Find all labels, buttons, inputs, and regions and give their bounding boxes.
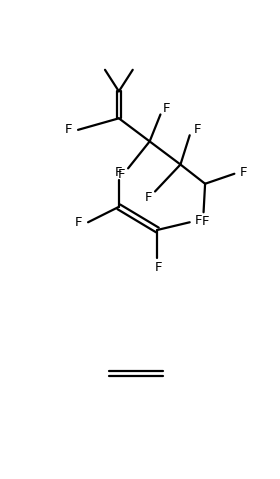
Text: F: F — [194, 123, 201, 136]
Text: F: F — [115, 166, 123, 179]
Text: F: F — [201, 215, 209, 228]
Text: F: F — [75, 216, 83, 229]
Text: F: F — [65, 124, 73, 137]
Text: F: F — [155, 261, 163, 274]
Text: F: F — [163, 102, 170, 115]
Text: F: F — [145, 191, 153, 204]
Text: F: F — [240, 166, 247, 179]
Text: F: F — [118, 168, 126, 181]
Text: F: F — [195, 214, 203, 227]
